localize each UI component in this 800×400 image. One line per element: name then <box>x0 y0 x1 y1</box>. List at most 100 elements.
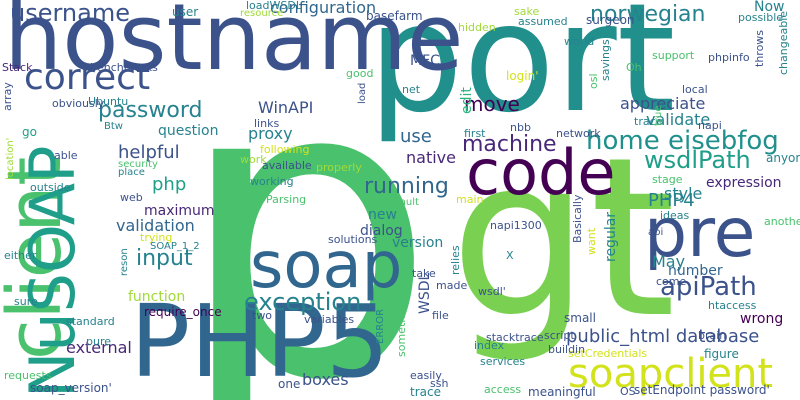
cloud-word: available <box>262 159 312 172</box>
cloud-word: move <box>464 92 520 116</box>
cloud-word: external <box>66 338 132 357</box>
cloud-word: loadWSDL <box>246 0 302 12</box>
cloud-word: sure <box>14 295 38 308</box>
cloud-word: wrong <box>740 311 784 327</box>
cloud-word: support <box>652 49 695 62</box>
cloud-word: function <box>128 289 186 305</box>
cloud-word: helpful <box>118 142 180 163</box>
cloud-word: web <box>120 191 143 204</box>
cloud-word: stage <box>652 173 683 186</box>
cloud-word: hidden <box>458 21 496 34</box>
cloud-word: htaccess <box>708 299 757 312</box>
cloud-word: MFC <box>410 53 440 69</box>
cloud-word: good <box>346 67 374 80</box>
cloud-word: napi <box>698 119 722 132</box>
cloud-word: login' <box>506 69 539 83</box>
cloud-word: X <box>506 249 514 262</box>
cloud-word: array <box>1 82 14 111</box>
cloud-word: requests <box>4 369 52 382</box>
cloud-word: napi1300 <box>490 219 542 232</box>
cloud-word: pure <box>86 335 112 348</box>
cloud-word: file <box>432 309 449 322</box>
cloud-word: location' <box>5 137 16 180</box>
cloud-word: load <box>357 82 368 104</box>
cloud-word: first <box>464 127 486 140</box>
cloud-word: wsdlPath <box>644 146 751 174</box>
cloud-word: changeable <box>777 10 790 75</box>
cloud-word: regular <box>603 211 619 262</box>
cloud-word: outside <box>30 181 71 194</box>
cloud-word: brain <box>698 329 727 342</box>
cloud-word: running <box>364 174 449 199</box>
cloud-word: true <box>653 105 664 126</box>
cloud-word: setCredentials <box>568 347 648 360</box>
cloud-word: gt <box>450 110 676 366</box>
cloud-word: Parsing <box>266 193 307 206</box>
cloud-word: maximum <box>144 203 215 219</box>
cloud-word: correct <box>24 57 151 98</box>
cloud-word: exception <box>244 288 362 316</box>
cloud-word: apiPath <box>660 272 757 302</box>
cloud-word: main <box>456 193 484 206</box>
cloud-word: ERROR <box>375 308 386 344</box>
cloud-word: wsdl' <box>478 285 506 298</box>
cloud-word: sake <box>514 5 540 18</box>
cloud-word: trace <box>410 385 441 399</box>
cloud-word: properly <box>316 161 362 174</box>
cloud-word: Basically <box>571 194 584 244</box>
cloud-word: reson <box>119 248 130 276</box>
cloud-word: Btw <box>104 121 123 132</box>
cloud-word: Ubuntu <box>88 95 129 108</box>
cloud-word: either <box>4 249 37 262</box>
cloud-word: solutions <box>328 233 378 246</box>
cloud-word: soap <box>250 229 403 303</box>
cloud-word: stacktrace <box>486 331 544 344</box>
cloud-word: ideas <box>660 209 690 222</box>
cloud-word: savings <box>599 39 612 81</box>
cloud-word: soap_version' <box>30 381 112 395</box>
cloud-word: index <box>474 339 505 352</box>
cloud-word: place <box>118 167 145 178</box>
cloud-word: configuration <box>270 0 377 17</box>
cloud-word: new <box>368 207 397 223</box>
cloud-word: links <box>254 117 280 130</box>
cloud-word: soapclient <box>568 351 774 397</box>
cloud-word: php <box>152 174 187 195</box>
cloud-word: WinAPI <box>258 98 314 117</box>
cloud-word: style <box>664 184 703 203</box>
cloud-word: setEndpoint password' <box>634 383 770 397</box>
cloud-word: relies <box>449 245 462 275</box>
cloud-word: password <box>98 98 203 123</box>
cloud-word: benchmarks <box>90 61 158 74</box>
cloud-word: one <box>278 377 301 391</box>
cloud-word: take <box>412 267 436 280</box>
cloud-word: PHP4 <box>648 190 695 211</box>
cloud-word: input <box>136 246 193 271</box>
cloud-word: trace <box>634 115 663 128</box>
cloud-word: able <box>54 149 78 162</box>
cloud-word: network <box>556 127 601 140</box>
cloud-word: trying <box>140 231 173 244</box>
cloud-word: expression <box>706 175 782 191</box>
cloud-word: following <box>260 143 310 156</box>
cloud-word: easily <box>410 369 442 382</box>
cloud-word: small <box>564 311 596 325</box>
cloud-word: working <box>250 175 294 188</box>
cloud-word: services <box>480 355 526 368</box>
cloud-word: machine <box>462 132 557 157</box>
cloud-word: want <box>585 227 598 255</box>
cloud-word: meaningful <box>528 385 596 399</box>
cloud-word: phpinfo <box>708 51 750 64</box>
cloud-word: local <box>682 83 708 96</box>
cloud-word: script <box>544 329 575 342</box>
cloud-word: anyone <box>766 151 800 165</box>
cloud-word: norwegian <box>590 2 706 27</box>
cloud-word: validation <box>116 216 195 235</box>
cloud-word: obviously <box>52 97 105 110</box>
cloud-word: two <box>252 309 273 322</box>
cloud-word: basefarm <box>366 9 423 23</box>
cloud-word: SOAP_1_2 <box>150 241 200 252</box>
cloud-word: come <box>656 275 687 288</box>
cloud-word: version <box>392 235 444 251</box>
